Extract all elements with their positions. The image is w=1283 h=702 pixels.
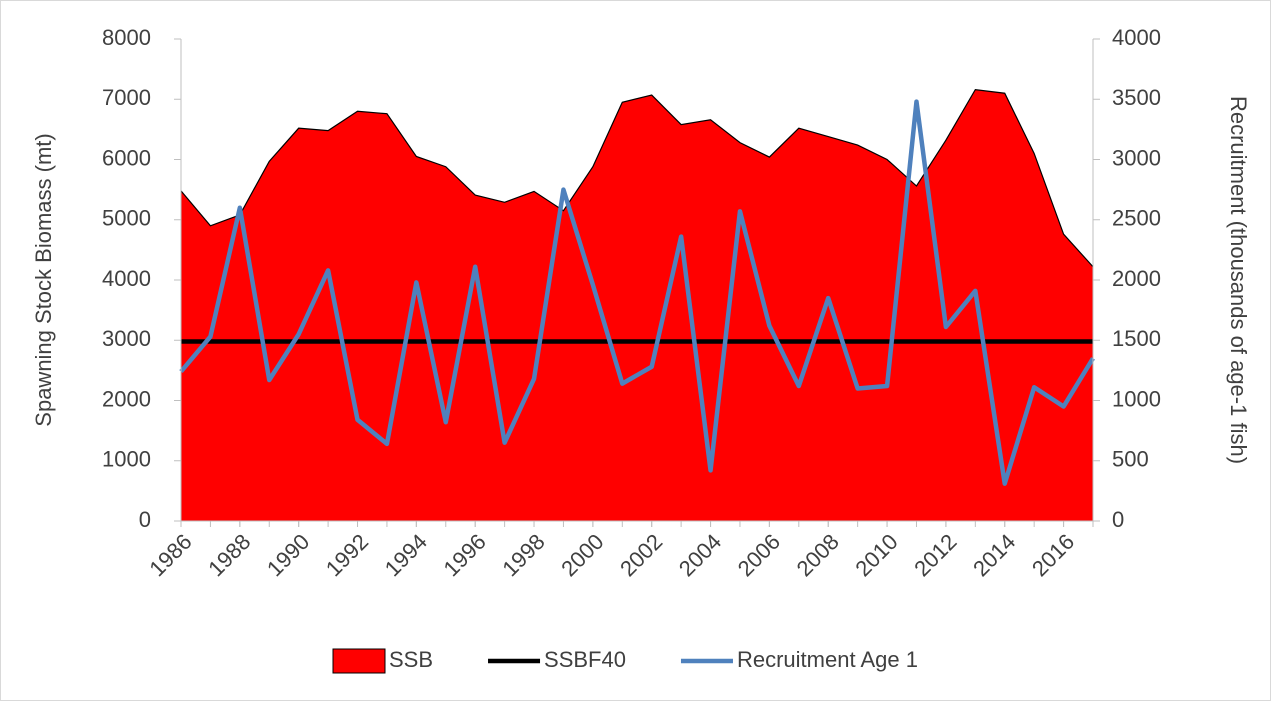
- y-tick-label: 4000: [102, 266, 151, 291]
- y2-tick-label: 2500: [1112, 206, 1161, 231]
- x-tick-label: 1988: [203, 529, 255, 581]
- x-tick-label: 2008: [792, 529, 844, 581]
- legend-label: SSB: [389, 647, 433, 672]
- line: [179, 99, 1095, 486]
- y-tick-label: 2000: [102, 386, 151, 411]
- y-tick-label: 7000: [102, 85, 151, 110]
- y2-axis-title: Recruitment (thousands of age-1 fish): [1226, 96, 1251, 464]
- y-tick-label: 6000: [102, 145, 151, 170]
- x-tick-label: 1990: [262, 529, 314, 581]
- y-tick-label: 3000: [102, 326, 151, 351]
- legend-swatch: [332, 648, 386, 674]
- y-tick-label: 1000: [102, 447, 151, 472]
- x-tick-label: 1994: [380, 529, 432, 581]
- y2-tick-label: 500: [1112, 447, 1149, 472]
- y2-tick-label: 3500: [1112, 85, 1161, 110]
- x-tick-label: 2004: [674, 529, 726, 581]
- x-tick-label: 1996: [439, 529, 491, 581]
- area-outline: [180, 88, 1094, 268]
- y2-tick-label: 2000: [1112, 266, 1161, 291]
- y2-tick-label: 4000: [1112, 25, 1161, 50]
- x-tick-label: 2000: [556, 529, 608, 581]
- x-tick-label: 2012: [909, 529, 961, 581]
- x-tick-label: 1986: [144, 529, 196, 581]
- y2-tick-label: 0: [1112, 507, 1124, 532]
- legend-label: SSBF40: [544, 647, 626, 672]
- x-tick-label: 2006: [733, 529, 785, 581]
- y-tick-label: 0: [139, 507, 151, 532]
- x-tick-label: 2014: [968, 529, 1020, 581]
- x-tick-label: 1998: [497, 529, 549, 581]
- y-tick-label: 8000: [102, 25, 151, 50]
- legend-label: Recruitment Age 1: [737, 647, 918, 672]
- x-tick-label: 1992: [321, 529, 373, 581]
- y-axis-title: Spawning Stock Biomass (mt): [31, 133, 56, 426]
- y-tick-label: 5000: [102, 206, 151, 231]
- x-tick-label: 2002: [615, 529, 667, 581]
- area: [181, 89, 1093, 522]
- y2-tick-label: 1500: [1112, 326, 1161, 351]
- y2-tick-label: 1000: [1112, 386, 1161, 411]
- y2-tick-label: 3000: [1112, 145, 1161, 170]
- x-tick-label: 2010: [850, 529, 902, 581]
- x-tick-label: 2016: [1027, 529, 1079, 581]
